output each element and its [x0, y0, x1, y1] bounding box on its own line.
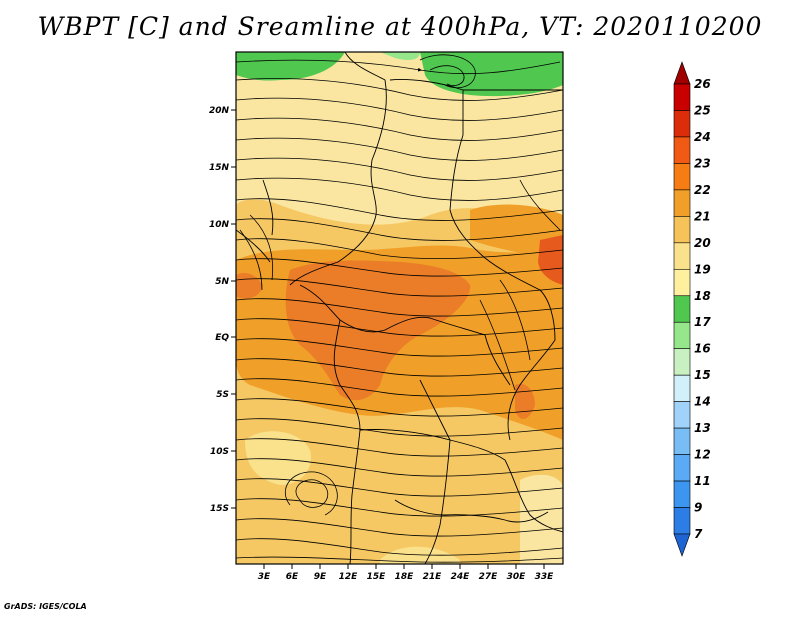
colorbar: 26 25 24 23 22 21 20 19 18 17 16 15 14 13 12 11 9 7	[673, 61, 711, 557]
colorbar-label: 7	[694, 527, 703, 541]
lat-label: EQ	[215, 333, 229, 343]
lat-label: 20N	[209, 106, 230, 116]
lon-label: 33E	[535, 572, 555, 582]
colorbar-segment	[673, 321, 691, 350]
colorbar-segment	[673, 189, 691, 217]
lat-label: 5S	[216, 390, 229, 400]
lon-label: 12E	[339, 572, 359, 582]
colorbar-segment	[673, 268, 691, 297]
colorbar-segment	[673, 401, 691, 429]
colorbar-label: 16	[694, 342, 711, 356]
country-borders	[236, 52, 563, 564]
colorbar-label: 26	[694, 77, 711, 91]
colorbar-segment	[673, 163, 691, 191]
colorbar-label: 12	[694, 448, 711, 462]
colorbar-label: 13	[694, 421, 711, 435]
colorbar-label: 25	[694, 103, 711, 117]
credit-text: GrADS: IGES/COLA	[4, 602, 87, 611]
lat-label: 15S	[210, 504, 229, 514]
colorbar-label: 22	[694, 183, 711, 197]
lat-label: 15N	[209, 163, 230, 173]
colorbar-segment	[673, 216, 691, 244]
lon-label: 24E	[451, 572, 471, 582]
colorbar-segment	[673, 136, 691, 164]
lon-label: 9E	[314, 572, 327, 582]
colorbar-bottom-arrow	[673, 533, 691, 557]
lat-label: 5N	[215, 277, 229, 287]
wbpt-field	[236, 52, 563, 564]
lon-label: 3E	[258, 572, 271, 582]
colorbar-label: 9	[694, 501, 702, 515]
colorbar-segment	[673, 348, 691, 376]
colorbar-segment	[673, 242, 691, 270]
lat-label: 10S	[210, 447, 229, 457]
colorbar-label: 18	[694, 289, 711, 303]
lon-label: 30E	[507, 572, 527, 582]
lat-axis: 20N 15N 10N 5N EQ 5S 10S 15S	[209, 106, 236, 514]
streamlines	[236, 54, 563, 563]
colorbar-label: 20	[694, 236, 711, 250]
lon-label: 18E	[395, 572, 415, 582]
colorbar-label: 17	[694, 315, 711, 329]
lon-label: 21E	[423, 572, 443, 582]
lon-label: 15E	[367, 572, 387, 582]
colorbar-label: 21	[694, 209, 711, 223]
lon-label: 6E	[286, 572, 299, 582]
colorbar-top-arrow	[673, 61, 691, 85]
colorbar-label: 14	[694, 395, 711, 409]
colorbar-label: 24	[694, 130, 711, 144]
colorbar-segment	[673, 83, 691, 111]
lat-label: 10N	[209, 220, 230, 230]
chart-title: WBPT [C] and Sreamline at 400hPa, VT: 20…	[37, 12, 763, 41]
lon-label: 27E	[479, 572, 499, 582]
lon-axis: 3E 6E 9E 12E 15E 18E 21E 24E 27E 30E 33E	[258, 564, 554, 582]
colorbar-label: 19	[694, 262, 711, 276]
colorbar-segment	[673, 480, 691, 508]
colorbar-segment	[673, 110, 691, 138]
colorbar-label: 11	[694, 474, 711, 488]
colorbar-segment	[673, 374, 691, 402]
colorbar-segment	[673, 427, 691, 455]
colorbar-segment	[673, 454, 691, 482]
colorbar-segment	[673, 507, 691, 535]
colorbar-segment	[673, 295, 691, 323]
map-frame	[235, 51, 564, 565]
colorbar-label: 23	[694, 156, 711, 170]
colorbar-label: 15	[694, 368, 711, 382]
